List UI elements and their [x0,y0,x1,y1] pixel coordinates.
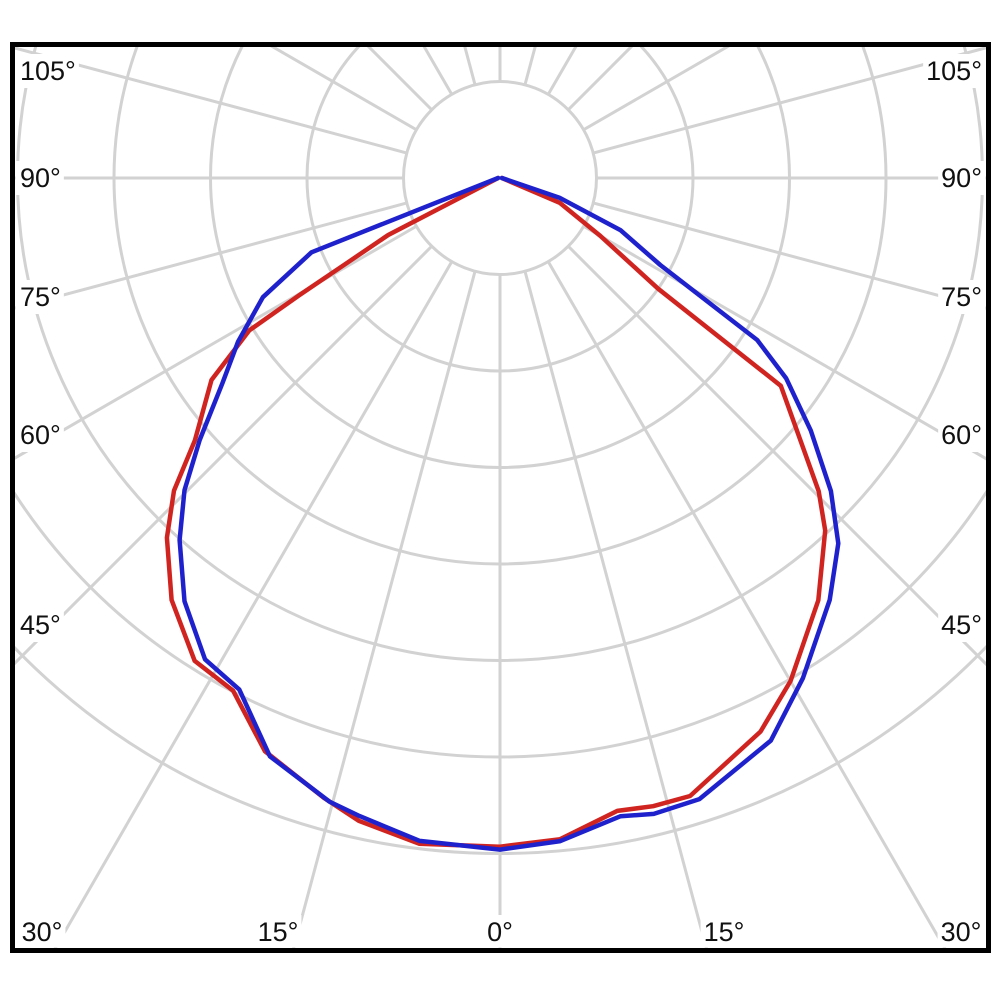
angle-label-mask [937,915,985,948]
grid-radial-line [53,260,454,948]
angle-label: 60° [20,420,61,450]
angle-label-mask [18,915,66,948]
grid-radial-line [15,47,408,155]
angle-label: 60° [941,420,982,450]
angle-label-mask [15,54,79,88]
angle-label-mask [484,915,516,948]
grid-radial-line [582,224,986,461]
angle-label-mask [938,608,986,642]
angle-label-mask [254,915,302,948]
blue-curve [177,175,841,852]
angle-label: 90° [941,163,982,193]
angle-label: 90° [20,163,61,193]
angle-label-mask [15,608,64,642]
angle-label-mask [938,280,986,314]
angle-label-mask [923,54,986,88]
grid-radial-line [523,270,708,948]
angle-label-mask [700,915,748,948]
angle-label: 15° [258,917,299,947]
grid-radial-line [15,224,418,460]
angle-label-mask [938,161,986,195]
angle-label-mask [15,280,64,314]
grid-radial-line [292,270,477,948]
grid-radial-line [546,260,947,948]
grid-radial-line [592,47,986,155]
chart-frame [10,42,991,953]
angle-label: 105° [926,56,982,86]
angle-label: 75° [20,282,61,312]
angle-label: 45° [20,610,61,640]
grid-radial-line [567,245,986,667]
grid-radial-line [15,201,408,310]
angle-label: 30° [941,917,982,947]
angle-label-mask [15,161,64,195]
grid-radial-line [592,201,986,310]
angle-label: 0° [487,917,513,947]
angle-label: 30° [22,917,63,947]
angle-label-mask [15,418,64,452]
grid-radial-line [15,245,433,666]
angle-label: 75° [941,282,982,312]
angle-label: 15° [704,917,745,947]
angle-label: 45° [941,610,982,640]
angle-label: 105° [20,56,76,86]
angle-label-mask [938,418,986,452]
